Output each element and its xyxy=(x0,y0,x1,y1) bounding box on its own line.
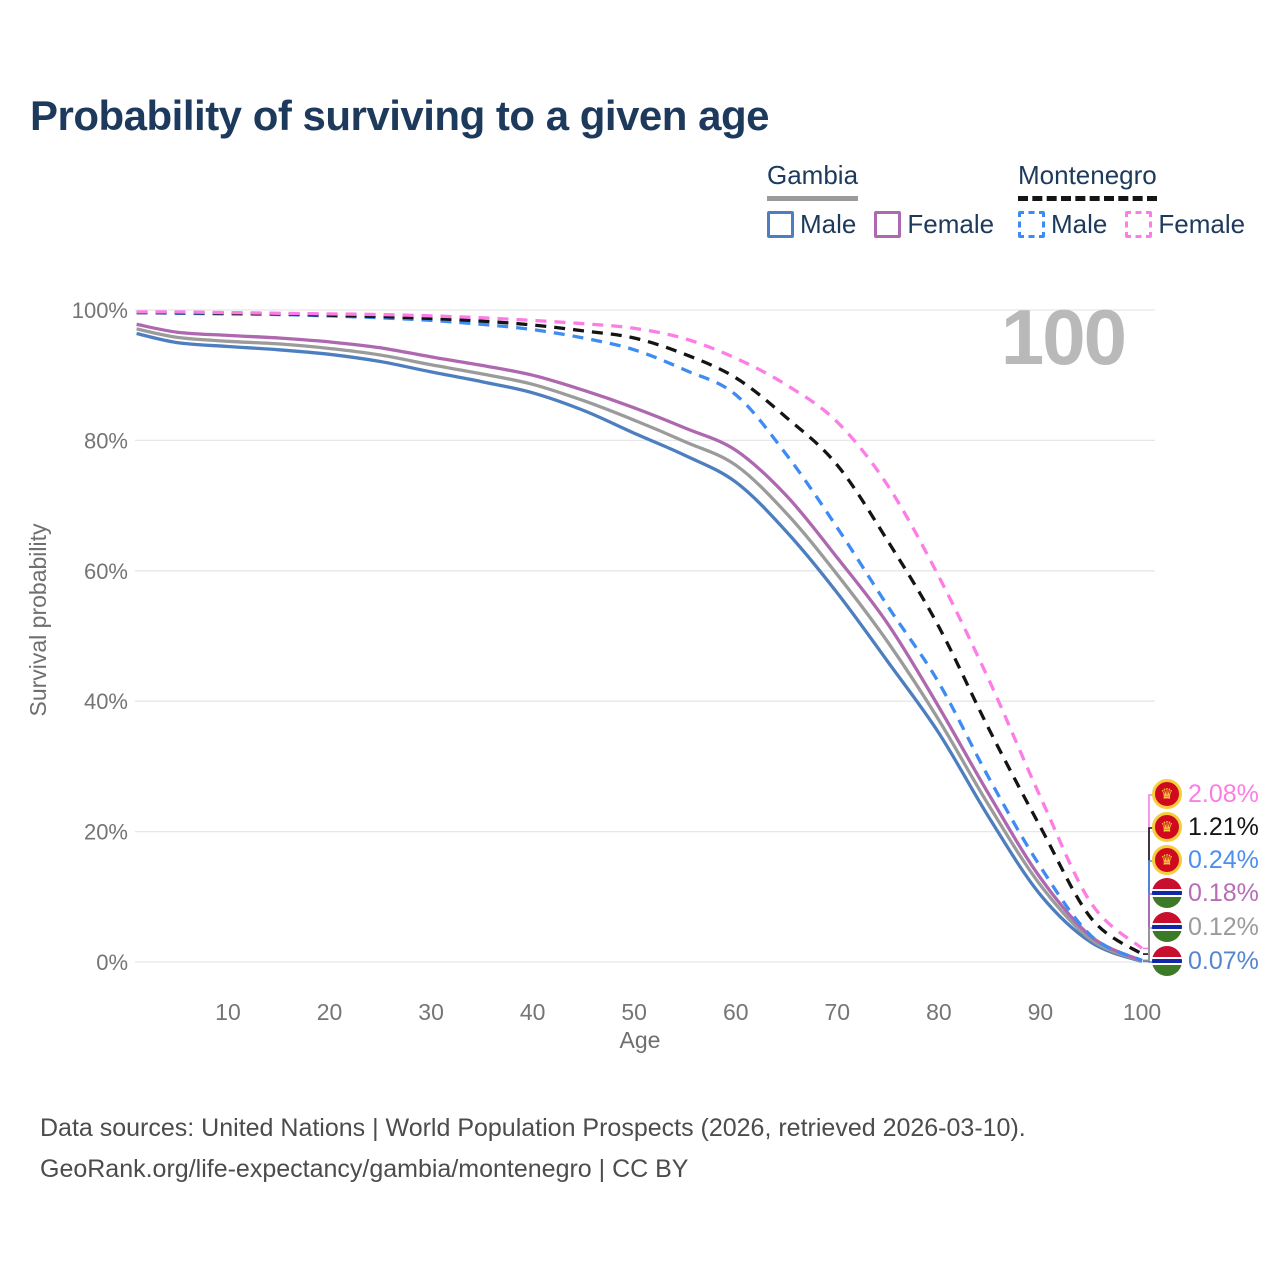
end-label-value: 1.21% xyxy=(1188,812,1259,841)
legend-country-gambia: Gambia xyxy=(767,160,859,201)
legend-label-montenegro-male: Male xyxy=(1051,209,1108,239)
footer: Data sources: United Nations | World Pop… xyxy=(40,1108,1026,1190)
end-label-value: 0.18% xyxy=(1188,878,1259,907)
end-label-connector xyxy=(1143,960,1154,963)
legend-label-gambia-female: Female xyxy=(907,209,995,239)
x-tick-label: 50 xyxy=(621,999,647,1025)
gambia-female-swatch-icon xyxy=(874,211,902,238)
montenegro-female-swatch-icon xyxy=(1125,211,1153,238)
end-label-value: 0.07% xyxy=(1188,946,1259,975)
montenegro-flag-icon: ♛ xyxy=(1152,812,1182,842)
legend-item-montenegro-female: Female xyxy=(1125,209,1245,240)
age-watermark: 100 xyxy=(1000,293,1127,381)
x-tick-label: 40 xyxy=(520,999,546,1025)
x-tick-label: 30 xyxy=(418,999,444,1025)
line-gambia-male xyxy=(136,331,1143,964)
legend-item-gambia-male: Male xyxy=(767,209,856,240)
x-tick-label: 100 xyxy=(1123,999,1161,1025)
x-tick-label: 10 xyxy=(215,999,241,1025)
legend-country-montenegro: Montenegro xyxy=(1018,160,1157,201)
x-tick-label: 60 xyxy=(723,999,749,1025)
x-tick-label: 20 xyxy=(317,999,343,1025)
legend-group-gambia: Gambia Male Female xyxy=(767,160,994,240)
line-montenegro-female xyxy=(136,310,1144,950)
montenegro-flag-icon: ♛ xyxy=(1152,779,1182,809)
gambia-flag-icon xyxy=(1152,946,1182,976)
montenegro-flag-icon: ♛ xyxy=(1152,845,1182,875)
y-axis-title: Survival probability xyxy=(25,523,51,717)
y-tick-label: 20% xyxy=(84,820,128,845)
end-label-value: 0.12% xyxy=(1188,912,1259,941)
line-gambia-combined xyxy=(136,327,1143,963)
y-tick-label: 100% xyxy=(72,298,128,323)
y-tick-label: 0% xyxy=(96,950,128,975)
page-title: Probability of surviving to a given age xyxy=(30,92,769,139)
legend-group-montenegro: Montenegro Male Female xyxy=(1018,160,1245,240)
end-label-montenegro-combined: ♛ 1.21% xyxy=(1152,812,1259,842)
gambia-male-swatch-icon xyxy=(767,211,794,238)
x-tick-label: 70 xyxy=(825,999,851,1025)
gambia-flag-icon xyxy=(1152,912,1182,942)
end-label-value: 2.08% xyxy=(1188,779,1259,808)
y-tick-label: 40% xyxy=(84,689,128,714)
legend-item-gambia-female: Female xyxy=(874,209,994,240)
end-label-gambia-female: 0.18% xyxy=(1152,878,1259,908)
footer-data-sources: Data sources: United Nations | World Pop… xyxy=(40,1114,1026,1142)
x-tick-label: 80 xyxy=(926,999,952,1025)
x-axis-title: Age xyxy=(620,1027,661,1053)
y-tick-label: 60% xyxy=(84,559,128,584)
gambia-flag-icon xyxy=(1152,878,1182,908)
end-label-gambia-combined: 0.12% xyxy=(1152,912,1259,942)
line-gambia-female xyxy=(136,322,1143,963)
y-tick-label: 80% xyxy=(84,428,128,453)
legend-label-gambia-male: Male xyxy=(800,209,857,239)
legend-item-montenegro-male: Male xyxy=(1018,209,1107,240)
footer-url: GeoRank.org/life-expectancy/gambia/monte… xyxy=(40,1155,689,1183)
x-tick-label: 90 xyxy=(1028,999,1054,1025)
end-label-gambia-male: 0.07% xyxy=(1152,946,1259,976)
montenegro-male-swatch-icon xyxy=(1018,211,1045,238)
end-label-value: 0.24% xyxy=(1188,845,1259,874)
end-label-montenegro-male: ♛ 0.24% xyxy=(1152,845,1259,875)
legend-label-montenegro-female: Female xyxy=(1158,209,1246,239)
end-label-montenegro-female: ♛ 2.08% xyxy=(1152,779,1259,809)
